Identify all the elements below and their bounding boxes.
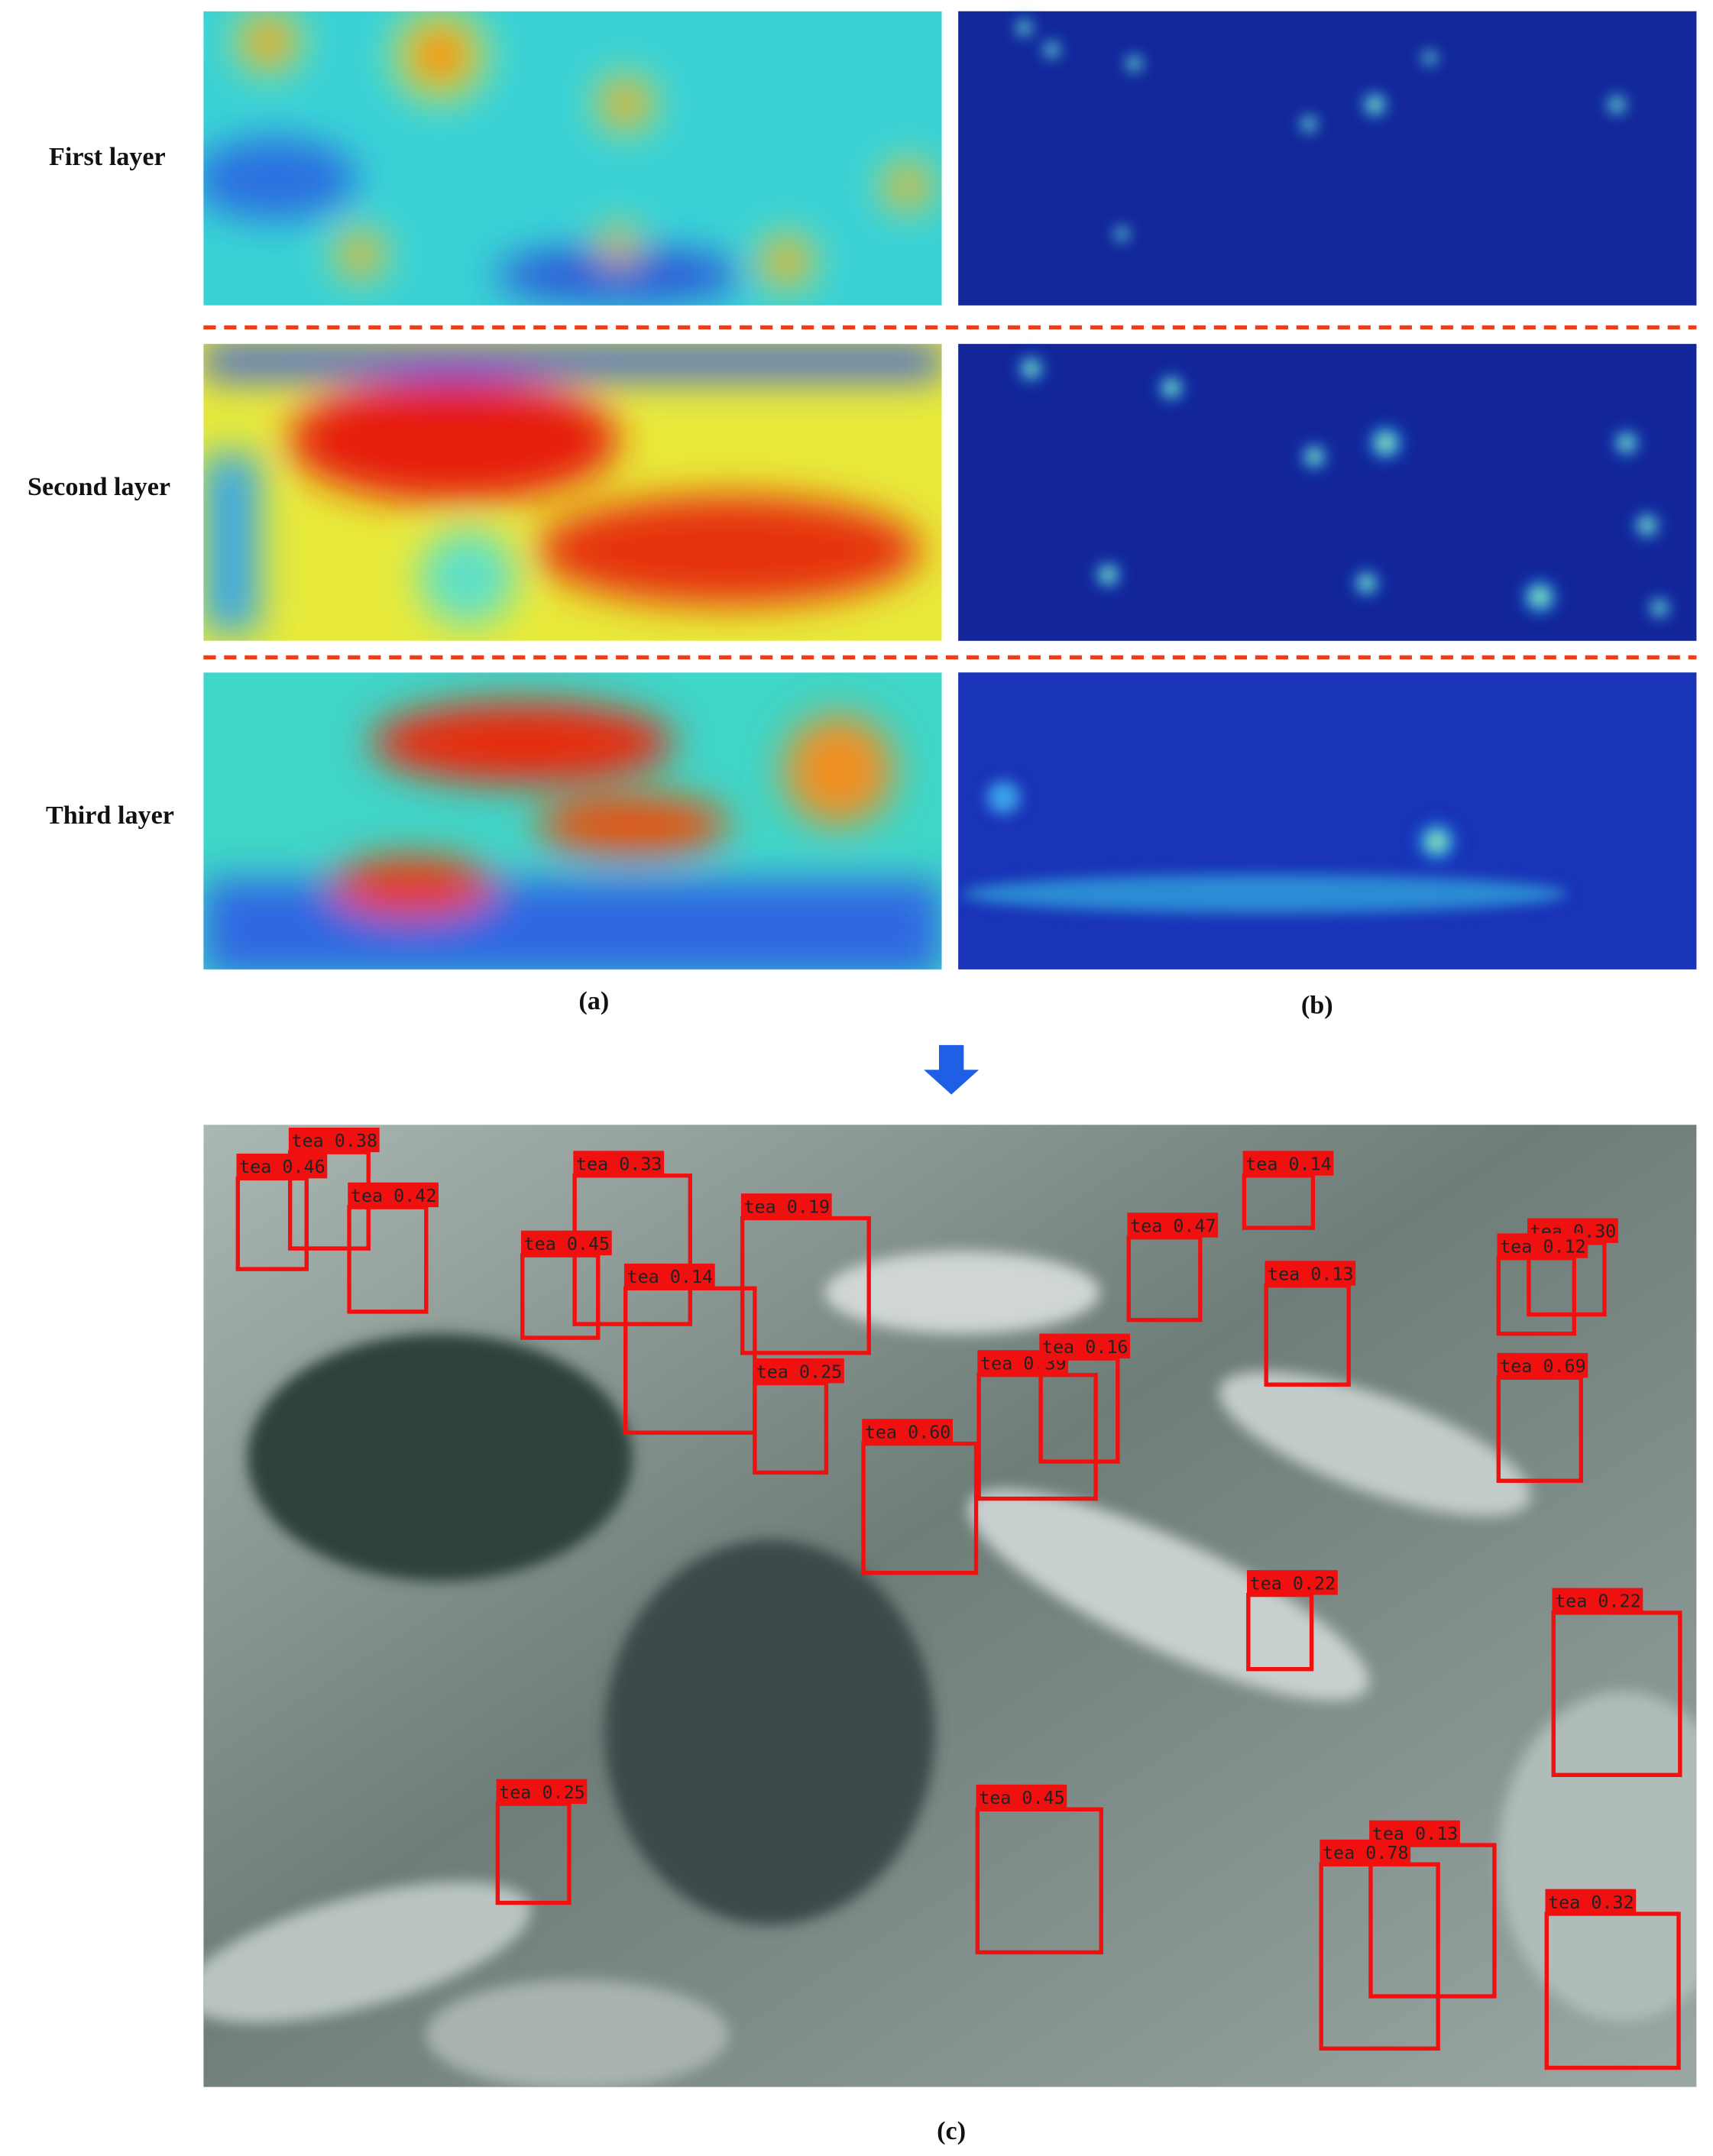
detection-label: tea 0.12	[1500, 1236, 1586, 1258]
detection-label-bg	[1265, 1261, 1356, 1286]
detection-label: tea 0.69	[1500, 1355, 1586, 1377]
detection-box	[753, 1381, 829, 1475]
detection-label-bg	[1320, 1839, 1411, 1865]
detection-label: tea 0.22	[1250, 1572, 1336, 1594]
detection-label: tea 0.46	[239, 1156, 325, 1177]
detection-label: tea 0.38	[291, 1130, 377, 1151]
heatmap-a1	[203, 11, 942, 306]
detection-label: tea 0.45	[524, 1233, 610, 1254]
detection-box	[975, 1807, 1103, 1955]
detection-label: tea 0.16	[1042, 1336, 1129, 1358]
detection-label-bg	[236, 1153, 328, 1179]
detection-label-bg	[1552, 1588, 1643, 1613]
detection-label: tea 0.32	[1548, 1892, 1634, 1913]
detection-label-bg	[1242, 1151, 1334, 1176]
detection-label: tea 0.25	[756, 1361, 843, 1382]
detection-label-bg	[348, 1182, 439, 1208]
detection-label-bg	[1497, 1233, 1588, 1258]
detection-label: tea 0.14	[627, 1266, 714, 1287]
detection-label: tea 0.14	[1245, 1154, 1332, 1175]
detection-label-bg	[496, 1779, 588, 1805]
detection-label-bg	[740, 1193, 832, 1219]
panel-label: (a)	[578, 987, 609, 1015]
detection-label-bg	[1039, 1333, 1131, 1359]
detection-box	[976, 1372, 1098, 1501]
detection-label-bg	[976, 1784, 1067, 1810]
detection-label: tea 0.19	[743, 1196, 830, 1217]
detection-label-bg	[862, 1419, 953, 1444]
heatmap-b	[958, 11, 1697, 970]
panel-label: (c)	[937, 2117, 966, 2145]
detection-label-bg	[1545, 1889, 1637, 1915]
detection-label: tea 0.13	[1268, 1264, 1354, 1285]
panel-label: (b)	[1301, 991, 1333, 1019]
detection-label: tea 0.25	[499, 1782, 585, 1803]
heatmap-a2	[203, 344, 942, 641]
detections: tea 0.38 tea 0.46 tea 0.42 tea 0.33 tea 0.45…	[235, 1127, 1682, 2070]
arrow	[924, 1044, 980, 1095]
detection-label-bg	[1127, 1212, 1219, 1238]
detection-label-bg	[623, 1263, 715, 1289]
heatmap-a3	[203, 672, 942, 970]
detection-label-bg	[520, 1230, 612, 1256]
row-label: Second layer	[28, 473, 170, 501]
detection-label-bg	[753, 1358, 844, 1384]
detection-label-bg	[1247, 1570, 1338, 1595]
detection-label: tea 0.47	[1130, 1216, 1216, 1237]
detection-label: tea 0.45	[979, 1787, 1065, 1808]
detection-label-bg	[1497, 1352, 1588, 1378]
detection-label: tea 0.33	[576, 1154, 662, 1175]
detection-label: tea 0.60	[865, 1421, 951, 1442]
detection-label: tea 0.42	[351, 1185, 437, 1206]
detection-label-bg	[573, 1151, 665, 1176]
detection-label-bg	[288, 1127, 380, 1153]
row-label: First layer	[49, 143, 166, 171]
detection-label: tea 0.78	[1323, 1842, 1409, 1863]
photo	[203, 1125, 1697, 2087]
detection-label: tea 0.22	[1555, 1591, 1641, 1612]
row-label: Third layer	[46, 801, 174, 830]
